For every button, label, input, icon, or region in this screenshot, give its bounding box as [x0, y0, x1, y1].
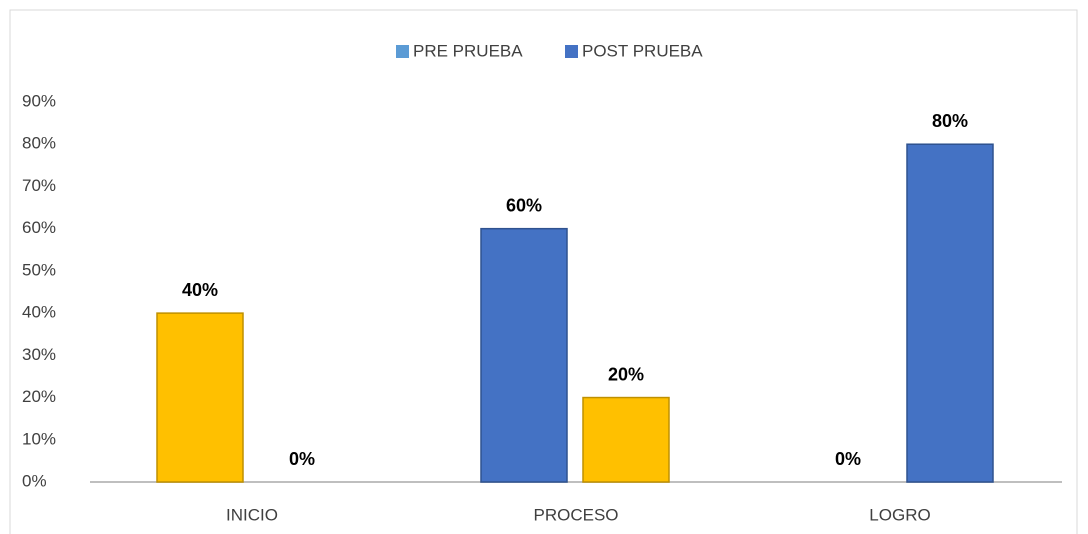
legend-label: POST PRUEBA — [582, 41, 703, 60]
value-label: 0% — [835, 449, 861, 469]
y-tick-label: 20% — [22, 387, 56, 406]
y-tick-label: 10% — [22, 429, 56, 448]
bar — [582, 396, 670, 483]
y-tick-label: 70% — [22, 176, 56, 195]
x-tick-label: INICIO — [226, 505, 278, 524]
y-tick-label: 60% — [22, 218, 56, 237]
bar — [906, 143, 994, 483]
value-label: 0% — [289, 449, 315, 469]
y-tick-label: 40% — [22, 303, 56, 322]
x-tick-label: LOGRO — [869, 505, 930, 524]
value-label: 80% — [932, 111, 968, 131]
y-tick-label: 30% — [22, 345, 56, 364]
y-tick-label: 90% — [22, 91, 56, 110]
bar — [480, 227, 568, 483]
value-label: 20% — [608, 364, 644, 384]
value-label: 60% — [506, 195, 542, 215]
legend-swatch — [396, 45, 409, 58]
legend-swatch — [565, 45, 578, 58]
value-label: 40% — [182, 280, 218, 300]
y-tick-label: 80% — [22, 134, 56, 153]
bar — [156, 312, 244, 483]
x-tick-label: PROCESO — [533, 505, 618, 524]
y-tick-label: 0% — [22, 471, 47, 490]
y-tick-label: 50% — [22, 260, 56, 279]
legend-label: PRE PRUEBA — [413, 41, 523, 60]
